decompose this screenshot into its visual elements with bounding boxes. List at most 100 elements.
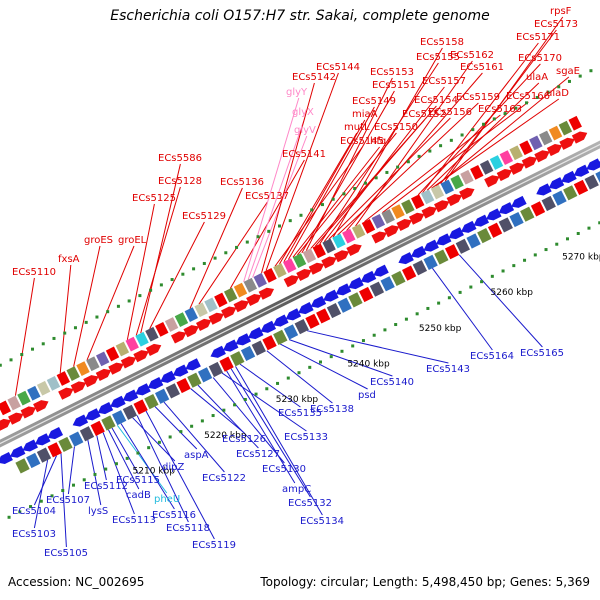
gene-label-ecs5115: ECs5115 [116, 475, 160, 486]
gene-block [573, 164, 590, 177]
leader-line [266, 350, 333, 404]
gene-block [154, 388, 170, 404]
leader-line [212, 377, 285, 464]
gene-block [160, 370, 176, 383]
gene-block [408, 212, 425, 225]
gene-label-ecs5149: ECs5149 [352, 96, 396, 107]
gene-block [479, 160, 494, 175]
gene-block [573, 179, 589, 196]
gene-block [391, 270, 406, 287]
gene-block [541, 195, 556, 212]
gene-label-aspa: aspA [184, 450, 209, 461]
gene-label-ecs5158: ECs5158 [420, 37, 464, 48]
gene-label-fxsa: fxsA [58, 254, 80, 265]
gene-block [401, 265, 417, 281]
gene-block [258, 287, 275, 300]
gene-label-ecs5150: ECs5150 [374, 122, 418, 133]
leader-line [102, 432, 135, 515]
leader-line [382, 101, 529, 214]
tick-dot [426, 306, 430, 310]
gene-block [170, 331, 187, 344]
leader-line [59, 264, 72, 374]
leader-line [14, 277, 35, 396]
tick-dot [288, 219, 292, 223]
gene-block [312, 243, 326, 259]
gene-block [292, 253, 307, 269]
gene-block [76, 361, 90, 377]
leader-line [444, 16, 564, 182]
gene-block [86, 356, 100, 372]
tick-dot [598, 221, 600, 225]
gene-block [448, 227, 464, 240]
tick-dot [490, 274, 494, 278]
leader-line [145, 410, 215, 540]
gene-block [101, 415, 116, 431]
tick-dot [492, 117, 496, 121]
tick-dot [415, 312, 419, 316]
gene-block [95, 368, 112, 381]
gene-block [536, 183, 552, 196]
tick-dot [546, 90, 550, 94]
gene-block [430, 184, 445, 200]
genome-backbone [0, 140, 600, 448]
leader-line [426, 82, 540, 191]
gene-block [342, 228, 356, 244]
gene-block [183, 325, 199, 338]
gene-label-ecs5132: ECs5132 [288, 498, 332, 509]
gene-block [444, 244, 460, 260]
leader-line [60, 453, 67, 548]
tick-dot [20, 353, 24, 357]
gene-label-ecs5113: ECs5113 [112, 515, 156, 526]
tick-dot [469, 285, 473, 289]
gene-label-ecs5129: ECs5129 [182, 211, 226, 222]
gene-label-ecs5144: ECs5144 [316, 62, 360, 73]
gene-block [133, 399, 148, 415]
bp-tick-label: 5220 kbp [204, 431, 247, 441]
gene-block [145, 343, 162, 356]
tick-dot [211, 414, 215, 418]
gene-block [194, 302, 208, 318]
gene-label-ecs5156: ECs5156 [428, 107, 472, 118]
gene-label-glyx: glyX [292, 107, 314, 118]
gene-label-ecs5125: ECs5125 [132, 193, 176, 204]
leader-line [190, 388, 245, 434]
tick-dot [235, 245, 239, 249]
gene-block [197, 367, 213, 383]
gene-label-ecs5105: ECs5105 [44, 548, 88, 559]
gene-block [235, 333, 251, 346]
leader-line [126, 203, 155, 340]
gene-block [450, 174, 464, 190]
gene-block [10, 445, 26, 458]
leader-line [432, 267, 493, 351]
gene-block [145, 326, 159, 342]
gene-block [223, 339, 239, 352]
leader-line [301, 90, 395, 254]
gene-label-ecs5136: ECs5136 [220, 177, 264, 188]
gene-block [595, 171, 600, 184]
gene-label-sgae: sgaE [556, 66, 580, 77]
leader-line [140, 163, 181, 334]
gene-block [373, 264, 389, 277]
gene-block [496, 169, 513, 182]
gene-block [20, 406, 37, 419]
gene-block [233, 300, 250, 313]
gene-block [473, 214, 490, 227]
gene-block [273, 329, 288, 345]
gene-block [70, 381, 87, 394]
gene-label-ecs5135: ECs5135 [278, 408, 322, 419]
tick-dot [396, 165, 400, 169]
leader-line [235, 366, 323, 516]
tick-dot [95, 315, 99, 319]
tick-dot [190, 424, 194, 428]
gene-block [321, 256, 337, 269]
tick-dot [243, 397, 247, 401]
leader-line [364, 114, 501, 223]
leader-line [431, 98, 560, 189]
tick-dot [63, 331, 67, 335]
gene-block [110, 395, 126, 408]
gene-label-ecs5137: ECs5137 [245, 191, 289, 202]
tick-dot [9, 358, 13, 362]
leader-line [135, 186, 181, 336]
gene-block [97, 402, 114, 415]
